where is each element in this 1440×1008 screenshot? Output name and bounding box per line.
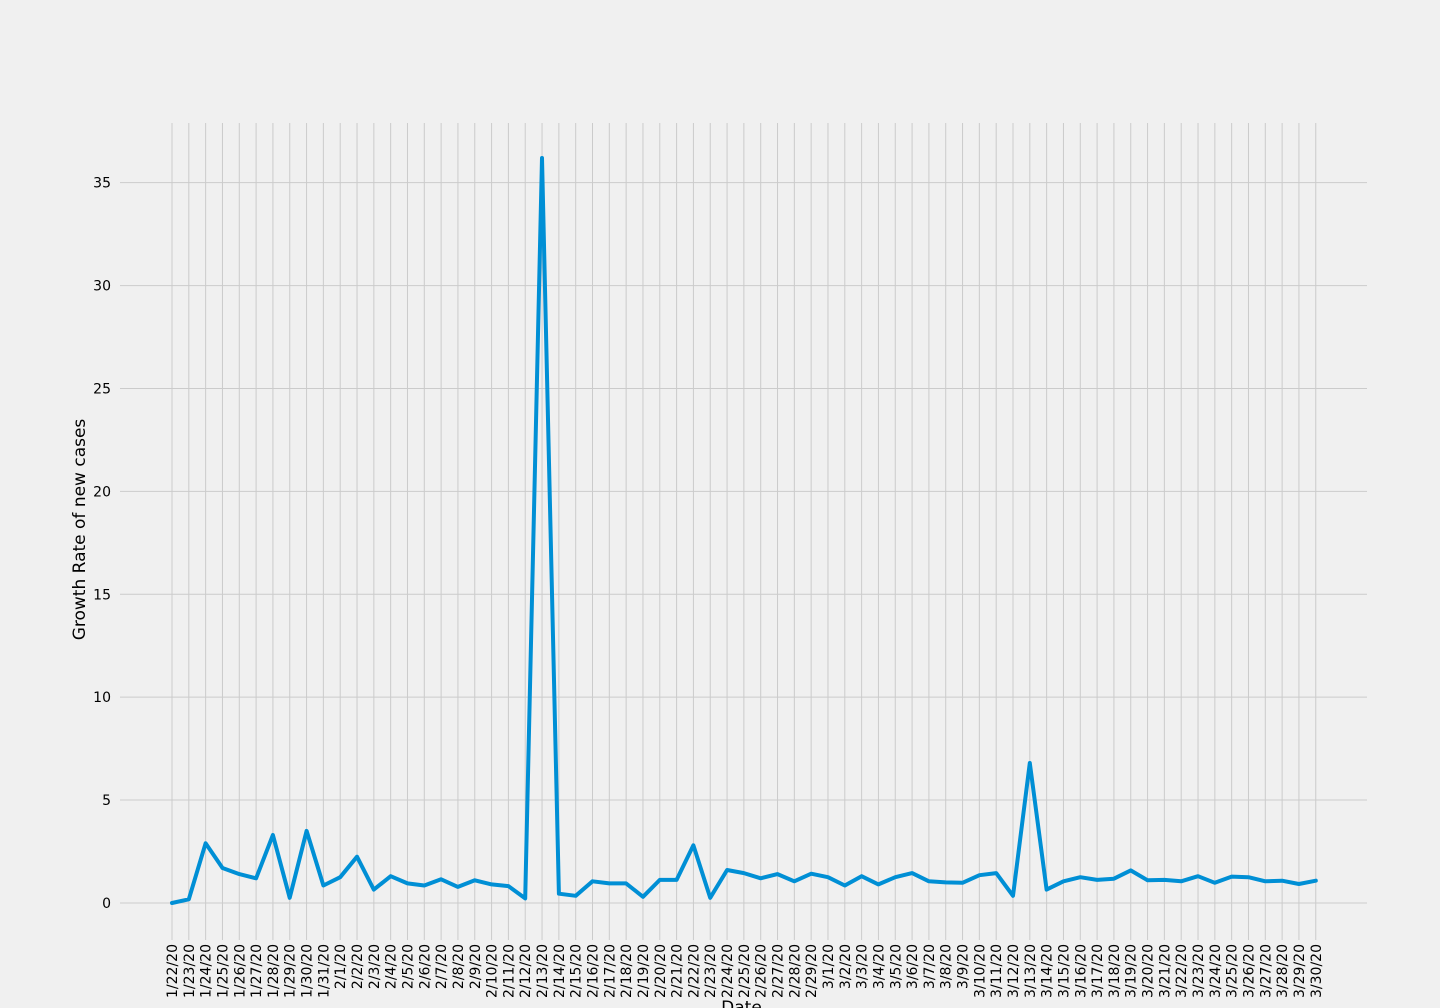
x-tick-label: 3/9/20 bbox=[956, 944, 972, 989]
y-tick-label: 30 bbox=[93, 279, 111, 295]
x-tick-label: 1/23/20 bbox=[182, 944, 198, 998]
x-tick-label: 3/15/20 bbox=[1056, 944, 1072, 998]
x-tick-label: 3/17/20 bbox=[1090, 944, 1106, 998]
y-axis-label: Growth Rate of new cases bbox=[70, 419, 90, 641]
x-tick-label: 1/31/20 bbox=[316, 944, 332, 998]
x-tick-label: 2/5/20 bbox=[400, 944, 416, 989]
growth-rate-series-line bbox=[170, 156, 1318, 905]
x-tick-label: 2/23/20 bbox=[703, 944, 719, 998]
x-tick-label: 2/27/20 bbox=[771, 944, 787, 998]
x-tick-label: 3/28/20 bbox=[1275, 944, 1291, 998]
x-tick-label: 3/26/20 bbox=[1241, 944, 1257, 998]
x-tick-label: 2/3/20 bbox=[367, 944, 383, 989]
x-tick-label: 3/23/20 bbox=[1191, 944, 1207, 998]
y-tick-label: 10 bbox=[93, 690, 111, 706]
x-tick-label: 3/6/20 bbox=[905, 944, 921, 989]
x-tick-label: 1/28/20 bbox=[266, 944, 282, 998]
x-tick-label: 2/10/20 bbox=[485, 944, 501, 998]
x-tick-label: 2/25/20 bbox=[737, 944, 753, 998]
x-tick-label: 3/25/20 bbox=[1225, 944, 1241, 998]
x-tick-label: 3/24/20 bbox=[1208, 944, 1224, 998]
y-tick-label: 5 bbox=[102, 793, 111, 809]
x-tick-label: 3/2/20 bbox=[838, 944, 854, 989]
x-tick-label: 3/20/20 bbox=[1141, 944, 1157, 998]
x-tick-label: 2/29/20 bbox=[804, 944, 820, 998]
y-tick-label: 25 bbox=[93, 381, 111, 397]
x-tick-label: 2/2/20 bbox=[350, 944, 366, 989]
x-tick-label: 3/18/20 bbox=[1107, 944, 1123, 998]
x-tick-label: 2/18/20 bbox=[619, 944, 635, 998]
y-tick-label: 20 bbox=[93, 484, 111, 500]
x-tick-label: 3/7/20 bbox=[922, 944, 938, 989]
grid-lines bbox=[120, 123, 1367, 940]
x-tick-label: 2/1/20 bbox=[333, 944, 349, 989]
x-tick-label: 2/13/20 bbox=[535, 944, 551, 998]
x-tick-label: 3/4/20 bbox=[871, 944, 887, 989]
x-tick-label: 2/15/20 bbox=[569, 944, 585, 998]
x-tick-label: 1/24/20 bbox=[199, 944, 215, 998]
y-tick-label: 35 bbox=[93, 176, 111, 192]
x-tick-label: 1/27/20 bbox=[249, 944, 265, 998]
x-tick-label: 3/8/20 bbox=[939, 944, 955, 989]
x-tick-label: 3/21/20 bbox=[1157, 944, 1173, 998]
x-tick-label: 3/1/20 bbox=[821, 944, 837, 989]
x-tick-label: 3/13/20 bbox=[1023, 944, 1039, 998]
x-tick-label: 3/16/20 bbox=[1073, 944, 1089, 998]
x-tick-label: 3/10/20 bbox=[972, 944, 988, 998]
x-tick-label: 2/20/20 bbox=[653, 944, 669, 998]
x-tick-label: 2/28/20 bbox=[787, 944, 803, 998]
x-tick-label: 2/22/20 bbox=[686, 944, 702, 998]
x-tick-label: 3/14/20 bbox=[1040, 944, 1056, 998]
x-tick-label: 3/3/20 bbox=[855, 944, 871, 989]
x-tick-label: 2/4/20 bbox=[384, 944, 400, 989]
x-tick-label: 3/30/20 bbox=[1309, 944, 1325, 998]
x-tick-labels: 1/22/20 1/23/20 1/24/20 1/25/20 1/26/20 1/27/… bbox=[165, 944, 1325, 998]
x-tick-label: 3/29/20 bbox=[1292, 944, 1308, 998]
x-tick-label: 2/6/20 bbox=[417, 944, 433, 989]
x-tick-label: 2/7/20 bbox=[434, 944, 450, 989]
y-tick-labels: 0 5 10 15 20 25 30 35 bbox=[93, 176, 111, 912]
x-axis-label: Date bbox=[721, 998, 762, 1008]
x-tick-label: 2/14/20 bbox=[552, 944, 568, 998]
x-tick-label: 1/30/20 bbox=[300, 944, 316, 998]
x-tick-label: 2/16/20 bbox=[586, 944, 602, 998]
x-tick-label: 2/12/20 bbox=[518, 944, 534, 998]
x-tick-label: 2/11/20 bbox=[501, 944, 517, 998]
y-tick-label: 0 bbox=[102, 896, 111, 912]
x-tick-label: 2/21/20 bbox=[670, 944, 686, 998]
x-tick-label: 2/8/20 bbox=[451, 944, 467, 989]
x-tick-label: 2/19/20 bbox=[636, 944, 652, 998]
x-tick-label: 2/17/20 bbox=[602, 944, 618, 998]
x-tick-label: 2/9/20 bbox=[468, 944, 484, 989]
x-tick-label: 1/29/20 bbox=[283, 944, 299, 998]
x-tick-label: 3/5/20 bbox=[888, 944, 904, 989]
x-tick-label: 3/19/20 bbox=[1124, 944, 1140, 998]
x-tick-label: 3/22/20 bbox=[1174, 944, 1190, 998]
x-tick-label: 1/22/20 bbox=[165, 944, 181, 998]
x-tick-label: 2/24/20 bbox=[720, 944, 736, 998]
x-tick-label: 1/26/20 bbox=[232, 944, 248, 998]
x-tick-label: 2/26/20 bbox=[754, 944, 770, 998]
x-tick-label: 3/27/20 bbox=[1258, 944, 1274, 998]
y-tick-label: 15 bbox=[93, 587, 111, 603]
x-tick-label: 3/12/20 bbox=[1006, 944, 1022, 998]
x-tick-label: 3/11/20 bbox=[989, 944, 1005, 998]
x-tick-label: 1/25/20 bbox=[215, 944, 231, 998]
